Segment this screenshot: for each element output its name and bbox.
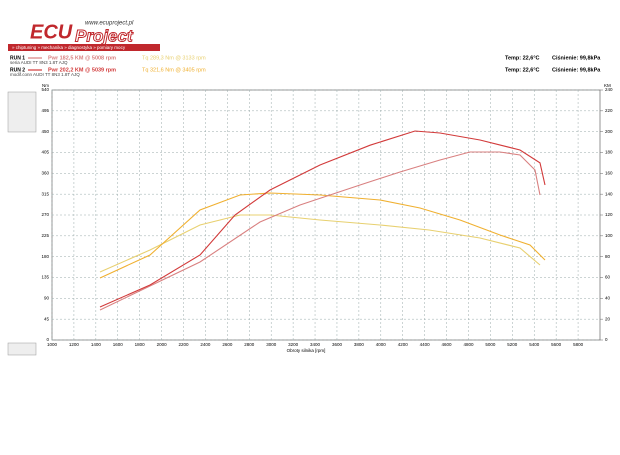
logo: ECU bbox=[30, 21, 73, 43]
x-tick-label: 1400 bbox=[91, 342, 102, 347]
y-axis-title: Nm bbox=[42, 83, 49, 88]
y-tick-label: 360 bbox=[41, 171, 49, 176]
nav-bar bbox=[8, 44, 160, 51]
run-temp: Temp: 22,6°C bbox=[505, 67, 540, 73]
x-tick-label: 3400 bbox=[310, 342, 321, 347]
y2-tick-label: 20 bbox=[605, 316, 611, 321]
y2-tick-label: 140 bbox=[605, 191, 613, 196]
x-tick-label: 4600 bbox=[442, 342, 453, 347]
x-tick-label: 4400 bbox=[420, 342, 431, 347]
y2-tick-label: 80 bbox=[605, 254, 611, 259]
run-torque: Tq 289,3 Nm @ 3133 rpm bbox=[142, 55, 206, 61]
y-tick-label: 315 bbox=[41, 191, 49, 196]
y-tick-label: 540 bbox=[41, 87, 49, 92]
x-tick-label: 1600 bbox=[113, 342, 124, 347]
x-tick-label: 2200 bbox=[179, 342, 190, 347]
y-tick-label: 90 bbox=[44, 296, 50, 301]
x-tick-label: 4000 bbox=[376, 342, 387, 347]
y2-tick-label: 220 bbox=[605, 108, 613, 113]
y-tick-label: 405 bbox=[41, 150, 49, 155]
x-tick-label: 5400 bbox=[529, 342, 540, 347]
x-tick-label: 4800 bbox=[463, 342, 474, 347]
y2-tick-label: 0 bbox=[605, 337, 608, 342]
x-tick-label: 2400 bbox=[200, 342, 211, 347]
y2-tick-label: 100 bbox=[605, 233, 613, 238]
y-tick-label: 270 bbox=[41, 212, 49, 217]
run-pressure: Ciśnienie: 99,8kPa bbox=[552, 67, 601, 73]
y-tick-label: 45 bbox=[44, 316, 50, 321]
x-tick-label: 3200 bbox=[288, 342, 299, 347]
side-panel bbox=[7, 91, 37, 133]
run-torque: Tq 321,6 Nm @ 3405 rpm bbox=[142, 67, 206, 73]
curve bbox=[99, 151, 541, 311]
logo-project: Project bbox=[75, 26, 134, 45]
x-tick-label: 3600 bbox=[332, 342, 343, 347]
x-tick-label: 1200 bbox=[69, 342, 80, 347]
y2-tick-label: 60 bbox=[605, 275, 611, 280]
y-tick-label: 225 bbox=[41, 233, 49, 238]
x-tick-label: 5000 bbox=[485, 342, 496, 347]
curve bbox=[99, 130, 546, 308]
x-tick-label: 2800 bbox=[244, 342, 255, 347]
x-tick-label: 5800 bbox=[573, 342, 584, 347]
x-tick-label: 2600 bbox=[222, 342, 233, 347]
curve bbox=[99, 192, 546, 279]
x-tick-label: 5200 bbox=[507, 342, 518, 347]
y2-axis-title: KM bbox=[604, 83, 611, 88]
nav: » chiptuning » mechanika » diagnostyka »… bbox=[12, 45, 126, 50]
x-tick-label: 1000 bbox=[47, 342, 58, 347]
run-desc: seria AUDI TT 8N3 1.8T AJQ bbox=[10, 60, 68, 65]
y-tick-label: 135 bbox=[41, 275, 49, 280]
x-tick-label: 2000 bbox=[157, 342, 168, 347]
x-tick-label: 4200 bbox=[398, 342, 409, 347]
y-tick-label: 0 bbox=[46, 337, 49, 342]
y-tick-label: 180 bbox=[41, 254, 49, 259]
x-tick-label: 1800 bbox=[135, 342, 146, 347]
y2-tick-label: 40 bbox=[605, 296, 611, 301]
run-temp: Temp: 22,6°C bbox=[505, 55, 540, 61]
run-label: RUN 1 bbox=[10, 55, 25, 61]
y2-tick-label: 160 bbox=[605, 171, 613, 176]
y-tick-label: 450 bbox=[41, 129, 49, 134]
x-axis-title: Obroty silnika [rpm] bbox=[287, 348, 326, 353]
side-box bbox=[7, 342, 37, 356]
y2-tick-label: 180 bbox=[605, 150, 613, 155]
run-power: Pwr 182,5 KM @ 5008 rpm bbox=[48, 55, 116, 61]
x-tick-label: 3800 bbox=[354, 342, 365, 347]
y2-tick-label: 200 bbox=[605, 129, 613, 134]
url: www.ecuproject.pl bbox=[85, 21, 134, 27]
run-label: RUN 2 bbox=[10, 67, 25, 73]
run-pressure: Ciśnienie: 99,8kPa bbox=[552, 55, 601, 61]
run-power: Pwr 202,2 KM @ 5039 rpm bbox=[48, 67, 116, 73]
y2-tick-label: 120 bbox=[605, 212, 613, 217]
run-desc: modif.conn AUDI TT 8N3 1.8T AJQ bbox=[10, 72, 80, 77]
x-tick-label: 5600 bbox=[551, 342, 562, 347]
curve bbox=[99, 214, 541, 273]
x-tick-label: 3000 bbox=[266, 342, 277, 347]
y-tick-label: 495 bbox=[41, 108, 49, 113]
y2-tick-label: 240 bbox=[605, 87, 613, 92]
